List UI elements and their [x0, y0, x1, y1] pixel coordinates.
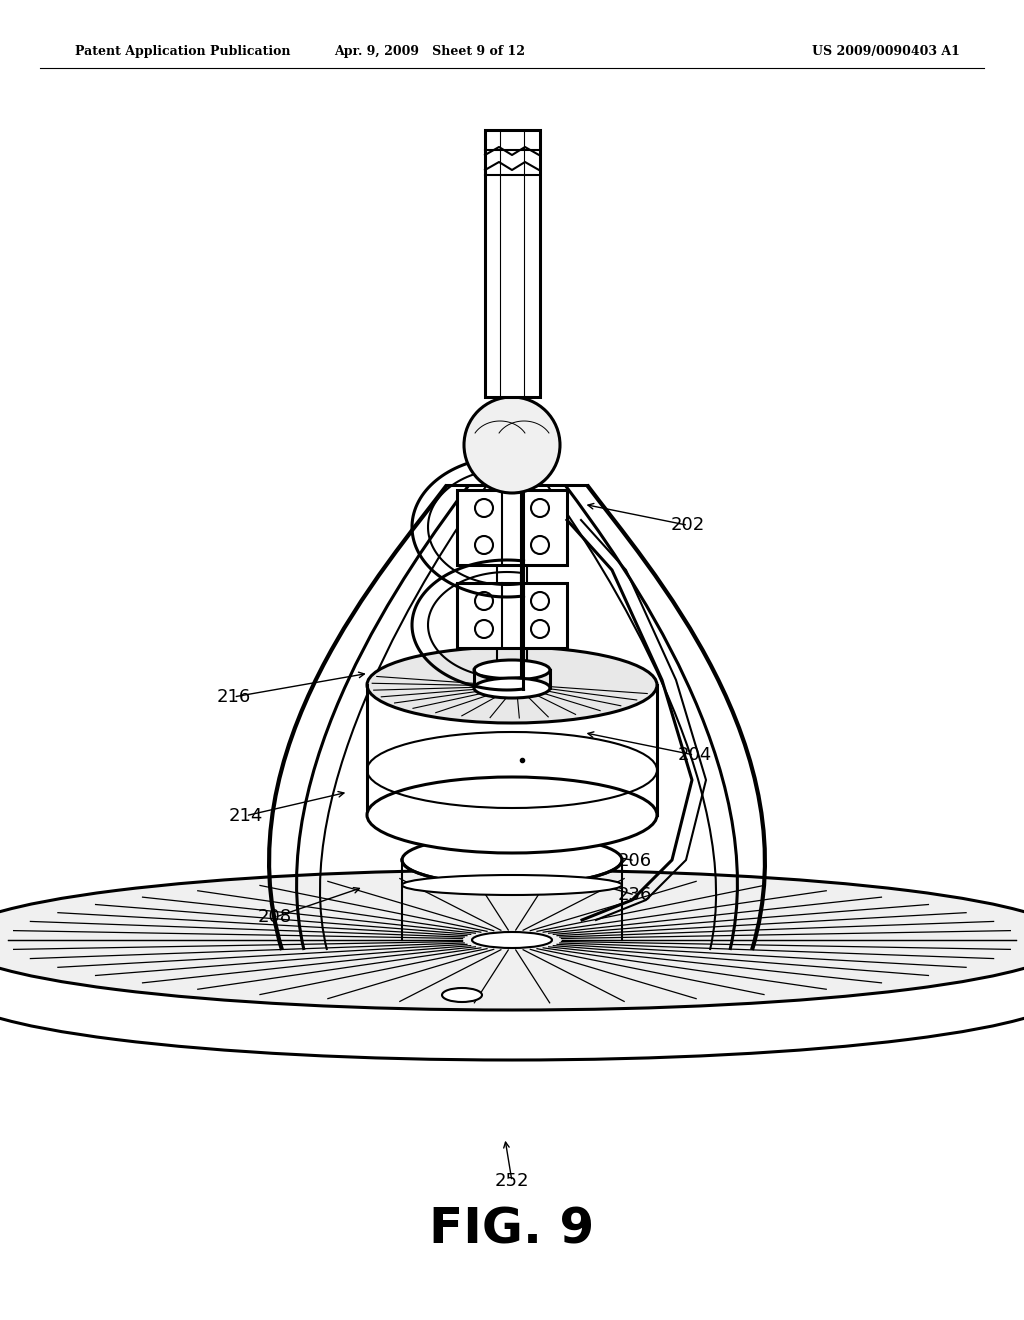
Text: 206: 206: [617, 851, 652, 870]
Circle shape: [475, 536, 493, 554]
Text: 216: 216: [216, 688, 251, 706]
Text: 252: 252: [495, 1172, 529, 1191]
Text: Patent Application Publication: Patent Application Publication: [75, 45, 291, 58]
Circle shape: [531, 591, 549, 610]
Text: FIG. 9: FIG. 9: [429, 1206, 595, 1254]
Text: 208: 208: [257, 908, 292, 927]
Ellipse shape: [402, 836, 622, 884]
Circle shape: [475, 591, 493, 610]
Circle shape: [464, 397, 560, 492]
Ellipse shape: [474, 678, 550, 698]
Ellipse shape: [0, 870, 1024, 1010]
Circle shape: [531, 620, 549, 638]
Circle shape: [531, 536, 549, 554]
Ellipse shape: [442, 987, 482, 1002]
Ellipse shape: [402, 875, 622, 895]
Ellipse shape: [367, 777, 657, 853]
Text: Apr. 9, 2009   Sheet 9 of 12: Apr. 9, 2009 Sheet 9 of 12: [335, 45, 525, 58]
Ellipse shape: [474, 660, 550, 680]
Text: 204: 204: [677, 746, 712, 764]
Circle shape: [531, 499, 549, 517]
Circle shape: [475, 499, 493, 517]
Ellipse shape: [367, 647, 657, 723]
Ellipse shape: [472, 932, 552, 948]
Bar: [457, 490, 567, 565]
Bar: [485, 129, 540, 397]
Text: US 2009/0090403 A1: US 2009/0090403 A1: [812, 45, 961, 58]
Circle shape: [475, 620, 493, 638]
Ellipse shape: [0, 920, 1024, 1060]
Text: 202: 202: [671, 516, 706, 535]
Text: 236: 236: [617, 886, 652, 904]
Text: 214: 214: [228, 807, 263, 825]
Bar: [457, 583, 567, 648]
